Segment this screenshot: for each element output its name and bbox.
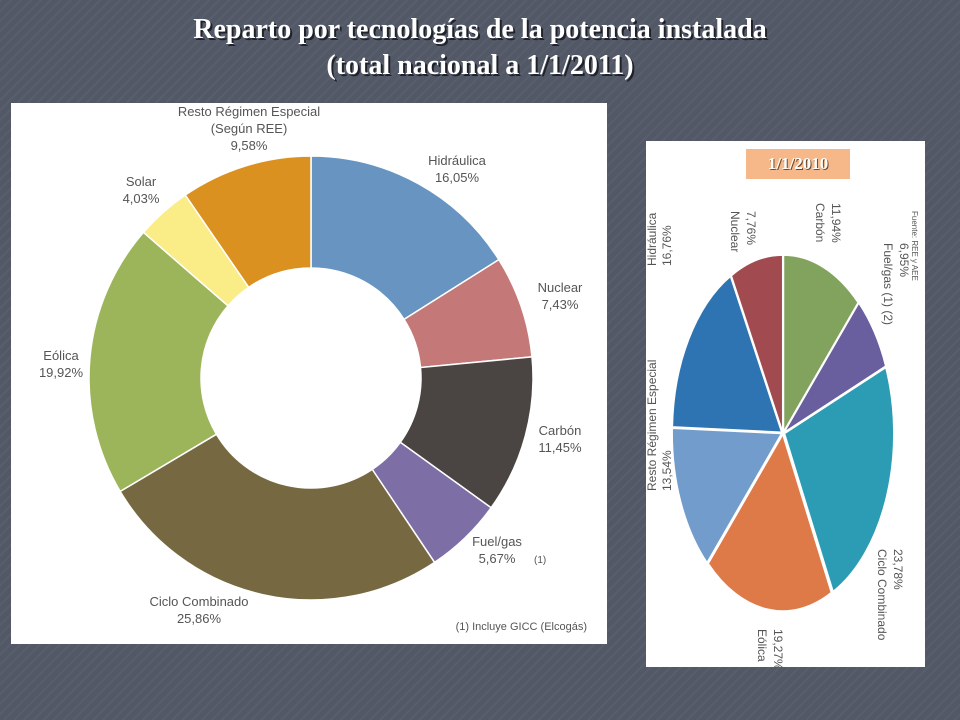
category-label: Ciclo Combinado xyxy=(875,549,889,641)
category-label: Eólica xyxy=(755,629,769,662)
value-label: 11,45% xyxy=(538,440,582,455)
label-eolica: Eólica 19,92% xyxy=(39,348,84,380)
category-label: Resto Régimen Especial xyxy=(178,104,320,119)
slide-title-line-1: Reparto por tecnologías de la potencia i… xyxy=(193,14,767,45)
label-hidraulica: Hidráulica 16,76% xyxy=(646,212,674,266)
label-fuel-gas: Fuel/gas 5,67% (1) xyxy=(472,534,546,566)
label-solar: Solar 4,03% xyxy=(123,174,160,206)
category-label: Carbón xyxy=(813,203,827,242)
donut-chart-2011-panel: Hidráulica 16,05% Nuclear 7,43% Carbón 11,45%… xyxy=(11,103,607,644)
donut-chart-2011: Hidráulica 16,05% Nuclear 7,43% Carbón 11,45%… xyxy=(39,104,587,633)
label-ciclo-combinado: Ciclo Combinado 23,78% xyxy=(875,549,905,641)
label-carbon: Carbón 11,45% xyxy=(538,423,582,455)
value-label: 16,05% xyxy=(435,170,480,185)
value-label: 11,94% xyxy=(829,203,843,243)
value-label: 7,43% xyxy=(542,297,579,312)
value-label: 19,92% xyxy=(39,365,84,380)
label-hidraulica: Hidráulica 16,05% xyxy=(428,153,487,185)
slice-fuel-gas-1-2 xyxy=(783,302,887,433)
slice-ciclo-combinado xyxy=(119,433,436,601)
slice-hidraulica xyxy=(671,275,783,433)
slice-eolica xyxy=(707,433,832,612)
slide-title: Reparto por tecnologías de la potencia i… xyxy=(0,12,960,84)
category-label: Carbón xyxy=(539,423,582,438)
category-label: Solar xyxy=(126,174,157,189)
category-label: Nuclear xyxy=(728,211,742,252)
value-label: 23,78% xyxy=(891,549,905,590)
slice-hidraulica xyxy=(310,155,500,321)
category-label: Hidráulica xyxy=(428,153,487,168)
fuelgas-footnote-marker: (1) xyxy=(534,555,546,566)
category-label: Hidráulica xyxy=(646,212,659,266)
category-label: Ciclo Combinado xyxy=(150,594,249,609)
slice-carbon xyxy=(783,254,859,434)
label-nuclear: Nuclear 7,43% xyxy=(538,280,583,312)
slice-ciclo-combinado xyxy=(783,366,895,593)
source-text: Fuente: REE y AEE xyxy=(910,211,919,281)
value-label: 5,67% xyxy=(479,551,516,566)
label-resto-regimen-especial-segun-ree: Resto Régimen Especial (Según REE) 9,58% xyxy=(178,104,320,153)
label-ciclo-combinado: Ciclo Combinado 25,86% xyxy=(150,594,249,626)
value-label: 16,76% xyxy=(660,225,674,266)
pie-chart-2010: Carbón 11,94% Fuel/gas (1) (2) 6,95% Ciclo C… xyxy=(646,203,919,667)
pie-chart-2010-panel: Carbón 11,94% Fuel/gas (1) (2) 6,95% Ciclo C… xyxy=(646,141,925,667)
value-label: 19,27% xyxy=(771,629,785,667)
value-label: 13,54% xyxy=(660,450,674,491)
slide-title-line-2: (total nacional a 1/1/2011) xyxy=(326,50,634,81)
category-label: Nuclear xyxy=(538,280,583,295)
slice-eolica xyxy=(88,231,230,493)
value-label: 9,58% xyxy=(231,138,268,153)
value-label: 4,03% xyxy=(123,191,160,206)
category-label: Fuel/gas xyxy=(472,534,522,549)
label-eolica: Eólica 19,27% xyxy=(755,629,785,667)
date-badge: 1/1/2010 xyxy=(746,149,850,179)
label-carbon: Carbón 11,94% xyxy=(813,203,843,243)
value-label: 25,86% xyxy=(177,611,222,626)
value-label: 7,76% xyxy=(744,211,758,245)
label-resto-regimen-especial: Resto Régimen Especial 13,54% xyxy=(646,360,674,491)
slice-resto-regimen-especial xyxy=(671,427,783,564)
category-label: Fuel/gas (1) (2) xyxy=(881,243,895,325)
label-nuclear: Nuclear 7,76% xyxy=(728,211,758,252)
slice-resto-regimen-especial-segun-ree xyxy=(184,155,312,289)
category-label: Eólica xyxy=(43,348,79,363)
category-label: (Según REE) xyxy=(211,121,288,136)
slice-nuclear xyxy=(730,254,784,432)
label-fuel-gas-1-2: Fuel/gas (1) (2) 6,95% xyxy=(881,243,911,325)
value-label: 6,95% xyxy=(897,243,911,277)
footnote: (1) Incluye GICC (Elcogás) xyxy=(456,621,587,633)
source-note: Fuente: REE y AEE xyxy=(910,211,919,281)
category-label: Resto Régimen Especial xyxy=(646,360,659,491)
